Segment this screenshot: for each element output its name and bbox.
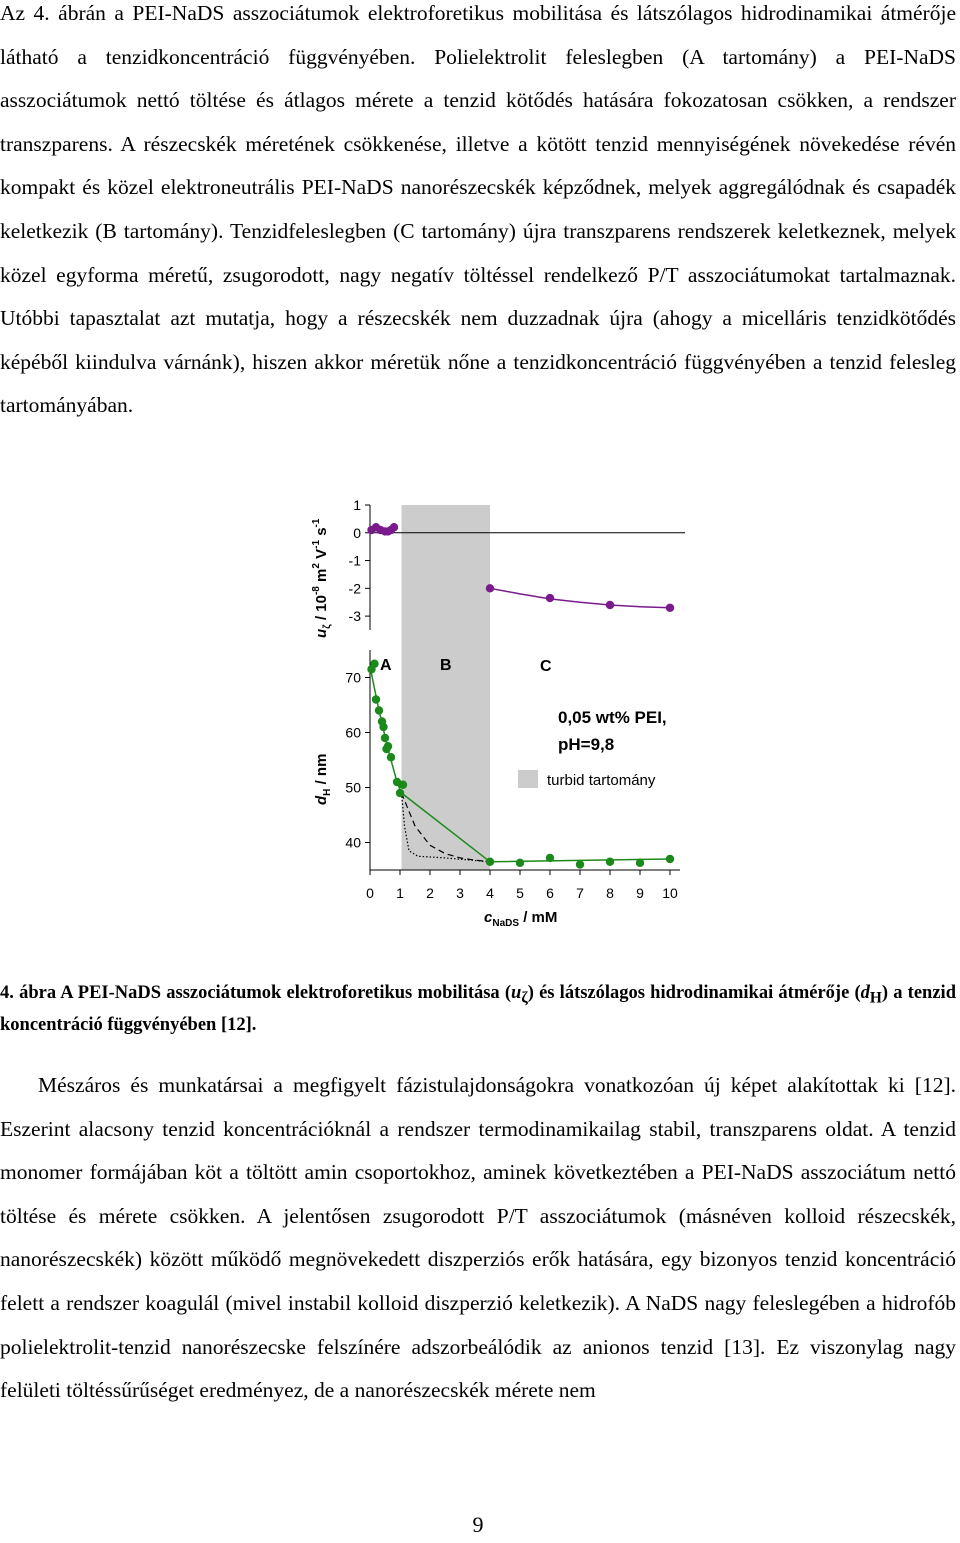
region-label-a: A bbox=[380, 657, 392, 674]
diameter-point bbox=[374, 706, 384, 715]
diameter-point bbox=[386, 753, 396, 762]
x-tick-label: 5 bbox=[516, 885, 524, 901]
x-axis-label-symbol: c bbox=[484, 909, 493, 926]
x-tick-label: 9 bbox=[636, 885, 644, 901]
mobility-point bbox=[389, 523, 399, 532]
diameter-point bbox=[395, 788, 405, 798]
diameter-point bbox=[635, 858, 645, 868]
x-axis-label-unit: / mM bbox=[519, 909, 557, 926]
mobility-y-tick-label: 0 bbox=[353, 525, 361, 541]
diameter-point bbox=[383, 742, 393, 751]
mobility-y-tick-label: -1 bbox=[349, 553, 362, 569]
mobility-point bbox=[485, 584, 495, 593]
mobility-y-tick-label: -3 bbox=[349, 608, 362, 624]
mobility-point bbox=[605, 600, 615, 610]
diameter-point bbox=[485, 857, 495, 866]
annotation-line-2: pH=9,8 bbox=[558, 735, 614, 754]
x-tick-label: 4 bbox=[486, 885, 494, 901]
region-label-b: B bbox=[440, 657, 452, 674]
dashed-curve bbox=[400, 792, 491, 863]
body-paragraph-2: Mészáros és munkatársai a megfigyelt fáz… bbox=[0, 1073, 956, 1403]
diameter-point bbox=[370, 659, 379, 668]
x-tick-label: 3 bbox=[456, 885, 464, 901]
diameter-point bbox=[665, 854, 675, 864]
diameter-point bbox=[605, 857, 615, 866]
diameter-point bbox=[371, 695, 381, 704]
mobility-fit-line bbox=[489, 587, 671, 609]
x-tick-label: 2 bbox=[426, 885, 434, 901]
y-axis-label-mobility: uζ / 10-8 m2 V-1 s-1 bbox=[311, 518, 333, 638]
diameter-point bbox=[379, 722, 388, 732]
x-tick-label: 8 bbox=[606, 885, 614, 901]
diameter-point bbox=[380, 733, 390, 743]
diameter-y-tick-label: 40 bbox=[345, 835, 361, 851]
legend-label: turbid tartomány bbox=[547, 772, 656, 789]
x-axis-label-sub: NaDS bbox=[492, 918, 519, 929]
x-tick-label: 10 bbox=[662, 885, 678, 901]
diameter-point bbox=[515, 858, 525, 868]
x-tick-label: 1 bbox=[396, 885, 404, 901]
diameter-y-tick-label: 60 bbox=[345, 725, 361, 741]
diameter-point bbox=[398, 780, 408, 789]
mobility-y-tick-label: -2 bbox=[349, 580, 362, 596]
diameter-y-tick-label: 70 bbox=[345, 670, 361, 686]
x-axis-label: cNaDS / mM bbox=[484, 909, 557, 929]
annotation-line-1: 0,05 wt% PEI, bbox=[558, 708, 667, 727]
figure-caption: 4. ábra A PEI-NaDS asszociátumok elektro… bbox=[0, 983, 956, 1035]
y-axis-label-diameter: dH / nm bbox=[313, 754, 333, 805]
x-tick-label: 6 bbox=[546, 885, 554, 901]
diameter-y-tick-label: 50 bbox=[345, 780, 361, 796]
mobility-point bbox=[665, 603, 675, 612]
x-tick-label: 0 bbox=[366, 885, 374, 901]
mobility-y-tick-label: 1 bbox=[353, 497, 361, 513]
diameter-point bbox=[545, 853, 555, 863]
turbid-region bbox=[401, 505, 490, 870]
dotted-curve bbox=[400, 792, 491, 863]
mobility-point bbox=[545, 593, 555, 603]
region-label-c: C bbox=[540, 658, 552, 675]
x-tick-label: 7 bbox=[576, 885, 584, 901]
body-paragraph-1: Az 4. ábrán a PEI-NaDS asszociátumok ele… bbox=[0, 1, 956, 418]
figure-chart: 1 0 -1 -2 -3 70 60 50 40 0 1 2 3 4 5 6 7 8 9 10 A B C 0,05 … bbox=[290, 490, 710, 940]
legend-swatch bbox=[518, 770, 538, 788]
diameter-point bbox=[575, 860, 585, 869]
page-number: 9 bbox=[472, 1512, 484, 1537]
